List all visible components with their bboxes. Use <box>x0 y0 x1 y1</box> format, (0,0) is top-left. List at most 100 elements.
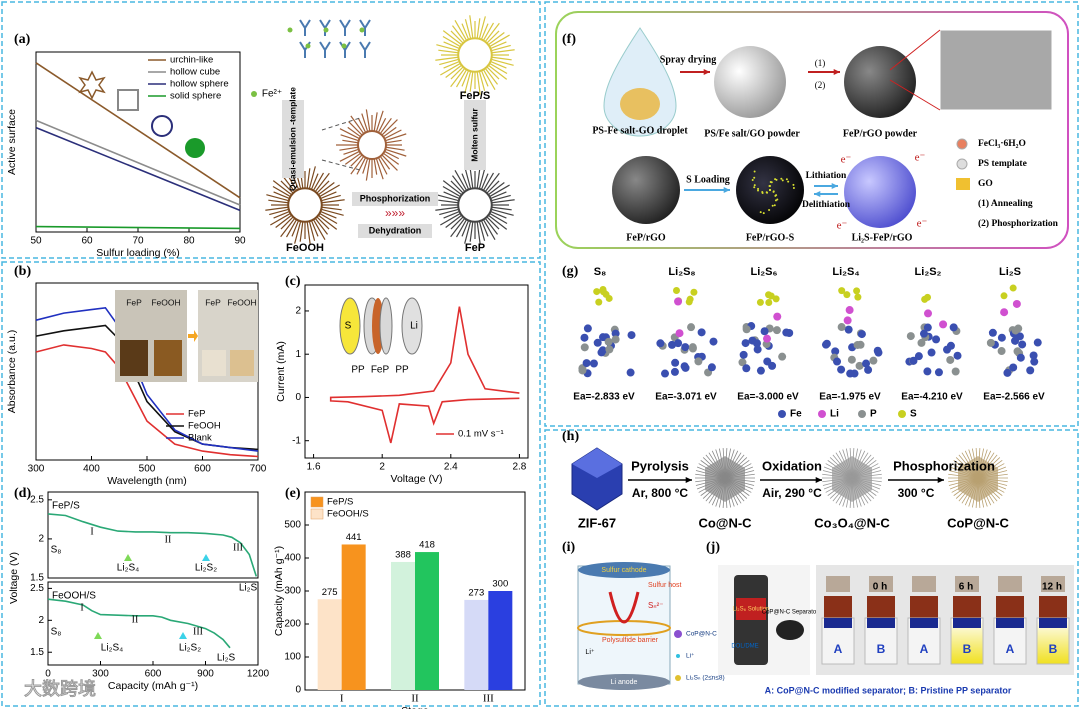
label: (2) Phosphorization <box>978 218 1059 229</box>
zoom <box>889 79 941 111</box>
spike <box>439 58 462 66</box>
legend-label: FeP/S <box>327 497 353 508</box>
series-line <box>35 62 241 199</box>
y-tick-label: -1 <box>292 435 301 446</box>
annotation: Li₂S₄ <box>117 563 139 574</box>
spike <box>343 148 361 155</box>
crystal <box>832 456 872 502</box>
atom <box>782 328 791 337</box>
atom <box>687 323 696 332</box>
atom <box>627 331 636 340</box>
dot <box>792 187 795 190</box>
atom <box>1003 368 1012 377</box>
dot <box>753 184 756 187</box>
x-tick-label: 2.4 <box>444 462 458 473</box>
atom <box>599 285 607 293</box>
atom <box>685 298 693 306</box>
atom <box>846 369 855 378</box>
x-tick-label: III <box>483 693 494 705</box>
sphere <box>612 156 680 224</box>
panel-frame <box>555 11 1069 249</box>
x-tick-label: 900 <box>197 669 214 680</box>
energy-label: Ea=-2.566 eV <box>983 392 1045 403</box>
atom <box>1013 347 1022 356</box>
y-tick-label: 2.5 <box>30 494 44 505</box>
label: PS-Fe salt-GO droplet <box>592 125 688 136</box>
x-tick-label: I <box>340 693 344 705</box>
atom <box>674 339 683 348</box>
atom <box>923 367 932 376</box>
bar <box>317 599 342 690</box>
label: Dehydration <box>369 225 422 235</box>
spike <box>445 63 464 79</box>
atom <box>919 329 928 338</box>
atom <box>1011 326 1020 335</box>
spike <box>383 133 407 142</box>
spike <box>481 22 495 43</box>
label: ZIF-67 <box>578 515 616 530</box>
atom <box>869 356 878 365</box>
zoom <box>889 29 941 71</box>
legend-label: FeP <box>188 409 205 420</box>
shape-star <box>78 70 106 100</box>
spike <box>373 112 378 134</box>
atom <box>932 335 941 344</box>
spike <box>272 185 293 199</box>
dot <box>753 186 756 189</box>
atom <box>760 327 769 336</box>
y-axis-label: Capacity (mAh g⁻¹) <box>273 546 285 636</box>
atom <box>656 339 665 348</box>
series-line <box>329 306 520 444</box>
spike <box>339 128 362 141</box>
label: Polysulfide barrier <box>602 637 659 644</box>
x-tick-label: 2.8 <box>512 462 526 473</box>
series-line <box>35 344 259 458</box>
energy-label: Ea=-3.071 eV <box>655 392 717 403</box>
arrow-head <box>685 476 692 484</box>
spike <box>270 211 293 226</box>
x-tick-label: 300 <box>92 669 109 680</box>
spike <box>380 153 398 171</box>
atom <box>709 337 718 346</box>
label: 0 h <box>873 582 887 593</box>
dot <box>774 199 777 202</box>
spike <box>383 148 407 157</box>
bar <box>391 561 415 690</box>
data-label: 275 <box>322 587 338 598</box>
panel-label: (a) <box>14 32 31 47</box>
key-icon <box>956 138 968 150</box>
dot <box>775 178 778 181</box>
plot-frame <box>47 491 259 579</box>
arrow-head <box>815 476 822 484</box>
inset-label: FeOOH <box>151 297 180 307</box>
spike <box>342 139 361 144</box>
inset-label: FeP <box>126 297 142 307</box>
spike <box>436 194 462 202</box>
atom <box>580 343 589 352</box>
species-label: Li₂S₄ <box>832 266 859 278</box>
template <box>299 19 311 36</box>
spike <box>376 155 388 175</box>
spike <box>308 218 316 241</box>
label: Lithiation <box>806 171 847 181</box>
spike <box>383 146 405 151</box>
y-tick-label: 1.5 <box>30 647 44 658</box>
spike <box>435 56 461 61</box>
energy-label: Ea=-2.833 eV <box>573 392 635 403</box>
panel-label: (i) <box>562 540 576 555</box>
label: (1) Annealing <box>978 198 1033 209</box>
y-tick-label: 2 <box>38 615 44 626</box>
atom <box>597 348 606 357</box>
shell <box>457 187 493 223</box>
series-line <box>47 598 231 649</box>
spike <box>478 16 486 42</box>
disc <box>401 297 423 355</box>
ion <box>359 27 365 33</box>
label: FeP <box>465 242 485 254</box>
legend-label: hollow sphere <box>170 79 229 90</box>
x-tick-label: 0 <box>45 669 51 680</box>
template <box>319 41 331 58</box>
spike <box>489 199 515 204</box>
y-tick-label: 1 <box>295 349 301 360</box>
x-tick-label: 300 <box>28 464 45 475</box>
